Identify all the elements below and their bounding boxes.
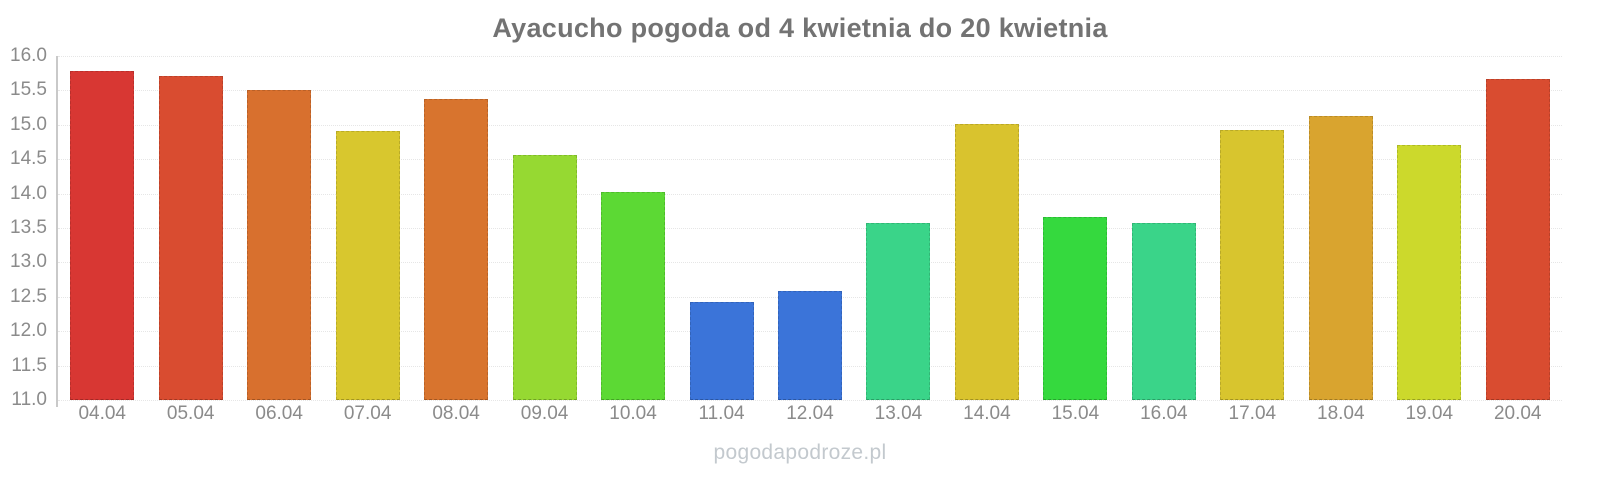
y-tick-label-13.0: 13.0 — [10, 251, 47, 273]
x-tick-label-14.04: 14.04 — [963, 403, 1011, 424]
gridline-14.5 — [58, 159, 1562, 161]
y-axis-line — [56, 56, 58, 407]
y-tick-label-16.0: 16.0 — [10, 45, 47, 66]
x-tick-label-13.04: 13.04 — [874, 403, 923, 424]
y-tick-label-11.5: 11.5 — [11, 354, 47, 376]
x-tick-label-20.04: 20.04 — [1493, 403, 1542, 424]
bar-slot-19.04 — [1385, 144, 1473, 400]
bar-slot-18.04 — [1297, 115, 1385, 400]
x-tick-label-09.04: 09.04 — [520, 403, 569, 424]
bar-09.04[interactable] — [512, 155, 577, 400]
x-tick-label-15.04: 15.04 — [1051, 403, 1100, 424]
bar-slot-05.04 — [146, 76, 234, 400]
gridline-13.0 — [58, 262, 1562, 264]
plot-area — [58, 56, 1562, 401]
y-tick-label-13.5: 13.5 — [10, 217, 47, 238]
y-tick-label-15.0: 15.0 — [10, 113, 47, 135]
gridline-16.0 — [58, 56, 1562, 57]
bar-slot-13.04 — [854, 223, 942, 400]
bar-slot-10.04 — [589, 192, 677, 400]
y-tick-label-12.5: 12.5 — [10, 285, 47, 307]
bar-10.04[interactable] — [601, 192, 666, 400]
gridline-15.0 — [58, 124, 1562, 126]
chart-title: Ayacucho pogoda od 4 kwietnia do 20 kwie… — [492, 13, 1108, 43]
bar-18.04[interactable] — [1308, 115, 1373, 400]
bar-20.04[interactable] — [1485, 79, 1550, 400]
bar-14.04[interactable] — [954, 124, 1019, 400]
gridline-15.5 — [58, 90, 1562, 92]
bar-05.04[interactable] — [158, 76, 223, 400]
gridline-14.0 — [58, 193, 1562, 195]
y-tick-label-12.0: 12.0 — [10, 320, 47, 342]
x-tick-label-17.04: 17.04 — [1228, 403, 1277, 424]
bar-06.04[interactable] — [247, 90, 312, 400]
x-tick-label-05.04: 05.04 — [166, 403, 215, 424]
x-tick-label-04.04: 04.04 — [78, 403, 126, 424]
x-tick-label-11.04: 11.04 — [698, 403, 745, 424]
bar-slot-17.04 — [1208, 129, 1296, 400]
x-tick-label-12.04: 12.04 — [786, 403, 834, 424]
bar-slot-06.04 — [235, 90, 323, 400]
bar-13.04[interactable] — [866, 223, 931, 400]
bar-slot-14.04 — [943, 124, 1031, 400]
bar-11.04[interactable] — [689, 301, 754, 400]
bar-slot-04.04 — [58, 71, 146, 400]
y-tick-label-14.5: 14.5 — [10, 148, 47, 170]
bar-slot-16.04 — [1120, 223, 1208, 400]
y-tick-label-14.0: 14.0 — [10, 182, 47, 204]
bar-04.04[interactable] — [70, 71, 135, 400]
bar-slot-15.04 — [1031, 217, 1119, 400]
bar-slot-20.04 — [1474, 79, 1562, 400]
x-tick-label-08.04: 08.04 — [432, 403, 480, 424]
gridline-11.0 — [58, 400, 1562, 401]
x-tick-label-10.04: 10.04 — [609, 403, 657, 424]
bar-slot-12.04 — [766, 290, 854, 400]
bar-16.04[interactable] — [1131, 223, 1196, 400]
y-tick-label-15.5: 15.5 — [10, 79, 47, 101]
bar-17.04[interactable] — [1220, 129, 1285, 400]
bar-07.04[interactable] — [335, 131, 400, 400]
y-axis-labels: 16.0 15.5 15.0 14.5 14.0 13.5 13.0 12.5 12.0 11.5… — [0, 45, 47, 410]
bar-slot-09.04 — [500, 155, 588, 400]
bar-15.04[interactable] — [1043, 217, 1108, 400]
bar-slot-07.04 — [323, 131, 411, 400]
x-tick-label-18.04: 18.04 — [1317, 403, 1365, 424]
y-tick-label-11.0: 11.0 — [11, 389, 47, 410]
x-tick-label-19.04: 19.04 — [1405, 403, 1454, 424]
x-tick-label-06.04: 06.04 — [255, 403, 303, 424]
gridline-13.5 — [58, 228, 1562, 229]
bar-slot-08.04 — [412, 99, 500, 400]
bar-19.04[interactable] — [1397, 144, 1462, 400]
bars — [58, 56, 1562, 400]
watermark: pogodapodroze.pl — [713, 441, 887, 464]
x-tick-label-07.04: 07.04 — [343, 403, 392, 424]
bar-08.04[interactable] — [424, 99, 489, 400]
bar-12.04[interactable] — [777, 290, 842, 400]
x-axis-labels: 04.04 05.04 06.04 07.04 08.04 09.04 10.04 11.04… — [58, 403, 1562, 425]
x-tick-label-16.04: 16.04 — [1140, 403, 1188, 424]
bar-slot-11.04 — [677, 301, 765, 400]
